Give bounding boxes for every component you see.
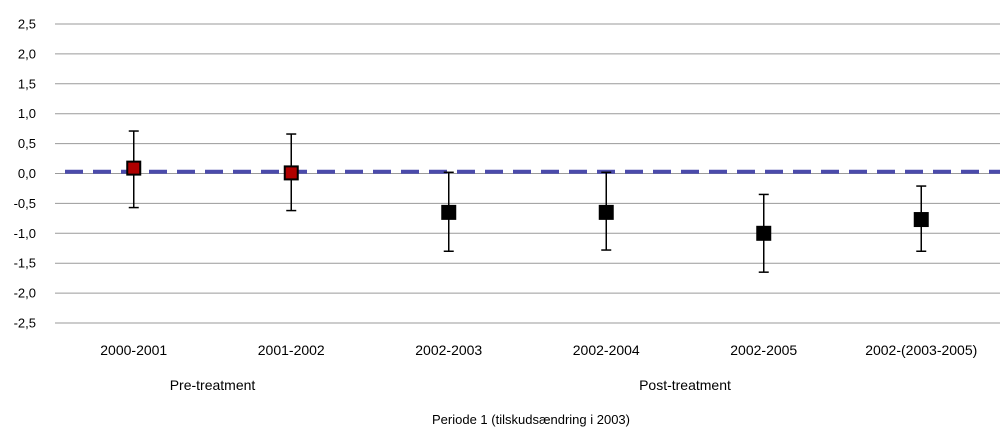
error-bars xyxy=(128,130,927,273)
category-label: 2002-(2003-2005) xyxy=(865,342,977,358)
group-labels: Pre-treatment Post-treatment xyxy=(170,377,731,393)
category-label: 2000-2001 xyxy=(100,342,167,358)
y-tick-label: 2,0 xyxy=(18,46,36,61)
y-axis-tick-labels: 2,5 2,0 1,5 1,0 0,5 0,0 -0,5 -1,0 -1,5 -2,0 -2,5 xyxy=(14,17,36,331)
y-tick-label: -1,5 xyxy=(14,256,36,271)
y-tick-label: 2,5 xyxy=(18,17,36,32)
point-estimate xyxy=(756,225,772,241)
point-estimate xyxy=(441,204,457,220)
group-label: Post-treatment xyxy=(639,377,731,393)
y-tick-label: -2,5 xyxy=(14,316,36,331)
point-estimate xyxy=(283,165,299,181)
point-estimate xyxy=(913,212,929,228)
y-tick-label: 0,0 xyxy=(18,166,36,181)
category-label: 2002-2003 xyxy=(415,342,482,358)
y-tick-label: 0,5 xyxy=(18,136,36,151)
point-estimate xyxy=(598,204,614,220)
point-estimate xyxy=(126,160,142,176)
y-tick-label: -1,0 xyxy=(14,226,36,241)
category-label: 2002-2005 xyxy=(730,342,797,358)
group-label: Pre-treatment xyxy=(170,377,256,393)
y-tick-label: -2,0 xyxy=(14,286,36,301)
x-axis-title: Periode 1 (tilskudsændring i 2003) xyxy=(432,412,630,427)
y-tick-label: 1,0 xyxy=(18,106,36,121)
category-label: 2002-2004 xyxy=(573,342,640,358)
y-tick-label: -0,5 xyxy=(14,196,36,211)
x-axis-category-labels: 2000-2001 2001-2002 2002-2003 2002-2004 2002… xyxy=(100,342,977,358)
point-estimates xyxy=(126,160,929,241)
category-label: 2001-2002 xyxy=(258,342,325,358)
y-tick-label: 1,5 xyxy=(18,76,36,91)
